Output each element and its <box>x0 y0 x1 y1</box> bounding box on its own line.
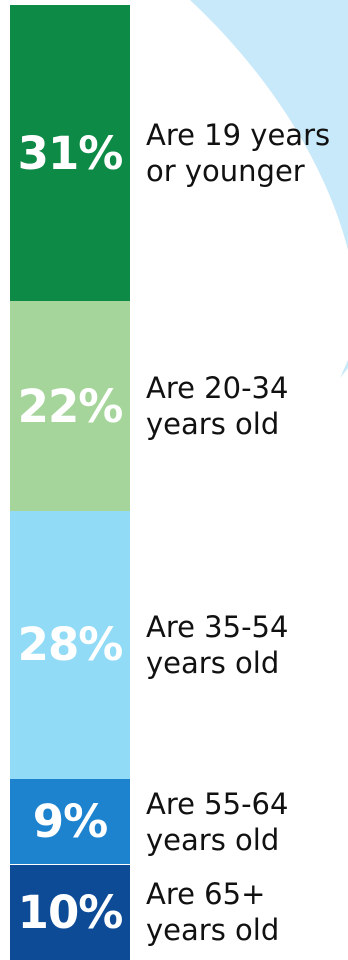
bar-segment: 10% <box>10 864 130 960</box>
value-label: 10% <box>17 885 124 939</box>
value-label: 28% <box>17 618 124 672</box>
category-label: Are 55-64 years old <box>146 786 289 857</box>
value-label: 31% <box>17 126 124 180</box>
category-label: Are 35-54 years old <box>146 609 289 680</box>
bar-segment: 9% <box>10 778 130 865</box>
value-label: 9% <box>32 795 108 849</box>
background-arc-edge <box>340 360 348 378</box>
value-label: 22% <box>17 379 124 433</box>
category-label: Are 20-34 years old <box>146 371 289 442</box>
bar-segment: 22% <box>10 301 130 512</box>
background-arc <box>190 0 348 250</box>
category-label: Are 65+ years old <box>146 877 280 948</box>
bar-segment: 31% <box>10 5 130 302</box>
category-label: Are 19 years or younger <box>146 118 331 189</box>
bar-segment: 28% <box>10 511 130 779</box>
stacked-bar: 31% 22% 28% 9% 10% <box>10 5 130 960</box>
